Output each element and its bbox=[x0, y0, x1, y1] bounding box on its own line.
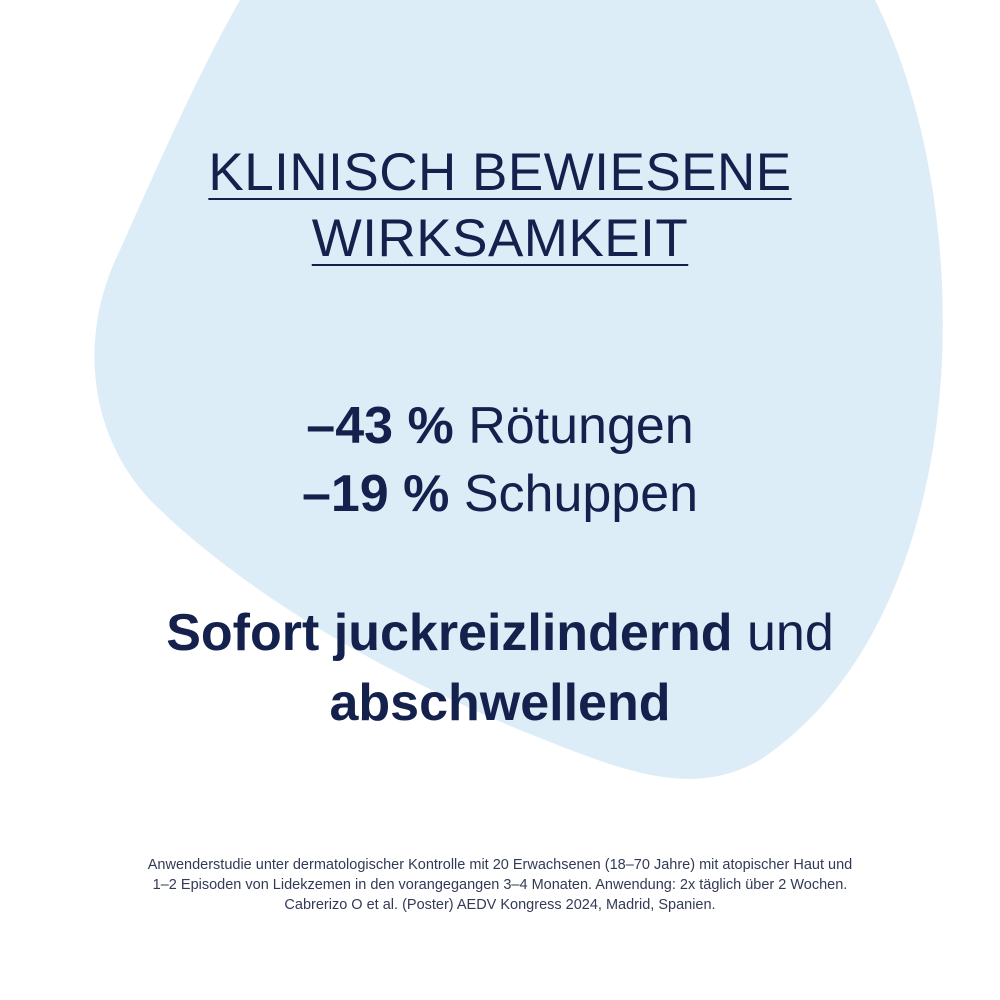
stat-value: –43 % bbox=[306, 397, 454, 455]
footnote-line: 1–2 Episoden von Lidekzemen in den voran… bbox=[152, 877, 848, 893]
blob-shape bbox=[94, 0, 943, 779]
footnote-line: Cabrerizo O et al. (Poster) AEDV Kongres… bbox=[284, 897, 716, 913]
stat-scales: –19 % Schuppen bbox=[0, 460, 1000, 528]
headline: KLINISCH BEWIESENE WIRKSAMKEIT bbox=[0, 140, 1000, 272]
headline-line-2: WIRKSAMKEIT bbox=[311, 209, 689, 268]
footnote: Anwenderstudie unter dermatologischer Ko… bbox=[0, 855, 1000, 915]
claim-block: Sofort juckreizlindernd und abschwellend bbox=[0, 598, 1000, 738]
claim-bold-1: Sofort juckreizlindernd bbox=[166, 604, 733, 662]
stat-value: –19 % bbox=[301, 465, 450, 523]
footnote-line: Anwenderstudie unter dermatologischer Ko… bbox=[147, 857, 853, 873]
stat-redness: –43 % Rötungen bbox=[0, 392, 1000, 460]
headline-line-1: KLINISCH BEWIESENE bbox=[208, 143, 792, 202]
stat-label: Rötungen bbox=[468, 397, 694, 455]
claim-connector: und bbox=[746, 604, 834, 662]
stats-block: –43 % Rötungen –19 % Schuppen bbox=[0, 392, 1000, 528]
claim-bold-2: abschwellend bbox=[329, 674, 671, 732]
stat-label: Schuppen bbox=[463, 465, 699, 523]
